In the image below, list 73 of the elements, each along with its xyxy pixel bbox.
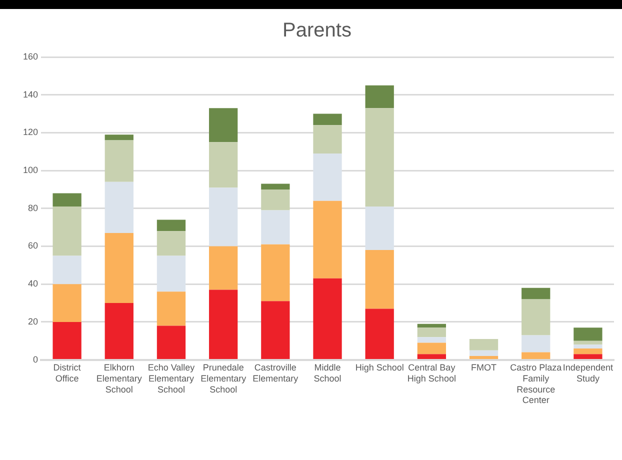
bar [104, 233, 134, 304]
bar [104, 303, 134, 360]
bar [52, 193, 82, 207]
bar [209, 246, 238, 290]
bar [574, 348, 602, 354]
bar [417, 342, 446, 354]
x-tick-label: Central Bay High School [407, 362, 456, 384]
x-tick-label: Independent Study [562, 362, 614, 384]
y-tick-label: 100 [22, 165, 38, 176]
bar [522, 288, 550, 300]
bar [522, 352, 550, 360]
bar [365, 108, 394, 207]
bar [365, 206, 394, 250]
bar [417, 328, 446, 338]
bar [261, 189, 290, 210]
bar [574, 344, 602, 348]
bar [261, 210, 290, 244]
x-tick-label: District Office [53, 362, 82, 384]
bar [156, 326, 186, 360]
bar [313, 278, 342, 360]
bar [574, 328, 602, 341]
bar [209, 142, 238, 188]
bar [574, 354, 602, 360]
bar [104, 140, 134, 182]
bar [52, 284, 82, 322]
bar [104, 182, 134, 234]
x-tick-label: Middle School [314, 362, 342, 384]
x-tick-label: High School [355, 362, 404, 373]
bar [365, 85, 394, 108]
bar [156, 231, 186, 256]
bar [261, 301, 290, 360]
bar [417, 337, 446, 343]
y-tick-label: 120 [22, 127, 38, 138]
bar [365, 308, 394, 360]
bar [417, 354, 446, 360]
bar [104, 134, 134, 140]
bar [156, 292, 186, 326]
bar [469, 356, 498, 360]
chart-title: Parents [282, 20, 352, 42]
x-tick-label: Castro Plaza Family Resource Center [510, 362, 562, 406]
bar [522, 335, 550, 352]
bar [209, 290, 238, 360]
bar [313, 154, 342, 201]
x-tick-label: FMOT [471, 362, 498, 373]
x-tick-label: Elkhorn Elementary School [96, 362, 142, 394]
bar [261, 184, 290, 190]
bar [469, 338, 498, 350]
bar [365, 250, 394, 309]
y-tick-label: 80 [28, 202, 38, 213]
bar [313, 114, 342, 126]
bar [209, 188, 238, 246]
bar [156, 256, 186, 292]
bar [52, 322, 82, 360]
bar [52, 256, 82, 284]
y-tick-label: 0 [33, 354, 38, 364]
bar [469, 350, 498, 356]
bar [313, 125, 342, 154]
bar [417, 324, 446, 328]
x-tick-label: Prunedale Elementary School [200, 362, 247, 394]
y-tick-label: 140 [22, 89, 38, 100]
bar [574, 340, 602, 345]
y-tick-label: 60 [28, 240, 38, 251]
bar [261, 244, 290, 302]
bar [313, 200, 342, 278]
bar [209, 108, 238, 142]
y-tick-label: 160 [22, 51, 38, 62]
y-tick-label: 40 [28, 278, 38, 289]
x-tick-label: Echo Valley Elementary School [148, 362, 196, 394]
x-tick-label: Castroville Elementary [252, 362, 299, 384]
bar [522, 299, 550, 336]
bar [52, 206, 82, 256]
y-tick-label: 20 [28, 316, 38, 326]
bar [156, 220, 186, 232]
